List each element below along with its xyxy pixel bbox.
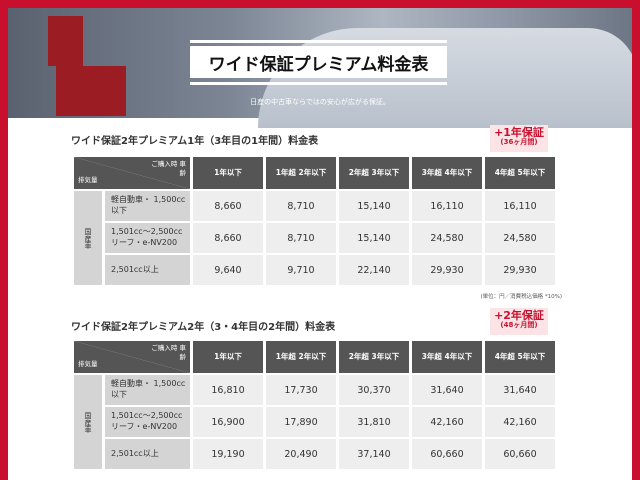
column-header: 4年超 5年以下 [485, 341, 555, 373]
badge-label: +1年保証 [494, 126, 544, 139]
badge-label: +2年保証 [494, 309, 544, 322]
corner-top: ご購入時 車齢 [151, 160, 186, 178]
toolbox-image [56, 66, 126, 116]
table-1-title: ワイド保証2年プレミアム1年（3年目の1年間）料金表 [71, 136, 319, 147]
row-category: 2,501cc以上 [105, 255, 190, 285]
price-cell: 8,710 [266, 191, 336, 221]
table-2-title: ワイド保証2年プレミアム2年（3・4年目の2年間）料金表 [71, 322, 336, 333]
table-row: 国産車 軽自動車・ 1,500cc以下 8,660 8,710 15,140 16,110… [74, 191, 555, 285]
price-cell: 20,490 [266, 439, 336, 469]
corner-top: ご購入時 車齢 [151, 344, 186, 362]
column-header: 4年超 5年以下 [485, 157, 555, 189]
header-row: ご購入時 車齢 排気量 1年以下 1年超 2年以下 2年超 3年以下 3年超 4年以下 4年… [74, 157, 555, 189]
page-title: ワイド保証プレミアム料金表 [190, 46, 447, 78]
group-label: 国産車 [74, 191, 102, 285]
price-cell: 16,900 [193, 407, 263, 437]
price-cell: 17,730 [266, 375, 336, 405]
price-cell: 29,930 [412, 255, 482, 285]
price-cell: 16,110 [485, 191, 555, 221]
price-cell: 16,810 [193, 375, 263, 405]
price-cell: 30,370 [339, 375, 409, 405]
price-cell: 60,660 [412, 439, 482, 469]
corner-bottom: 排気量 [78, 359, 98, 368]
price-cell: 42,160 [412, 407, 482, 437]
corner-bottom: 排気量 [78, 175, 98, 184]
price-cell: 24,580 [485, 223, 555, 253]
column-header: 1年以下 [193, 157, 263, 189]
hero-banner: ワイド保証プレミアム料金表 日産の中古車ならではの安心が広がる保証。 [8, 8, 632, 128]
column-header: 2年超 3年以下 [339, 341, 409, 373]
price-cell: 8,710 [266, 223, 336, 253]
warranty-badge: +1年保証 (36ヶ月間) [490, 125, 548, 152]
page: ワイド保証プレミアム料金表 日産の中古車ならではの安心が広がる保証。 ワイド保証… [8, 8, 632, 480]
price-cell: 16,110 [412, 191, 482, 221]
toolbox-image [48, 16, 83, 66]
divider [190, 40, 447, 43]
column-header: 3年超 4年以下 [412, 341, 482, 373]
price-cell: 31,810 [339, 407, 409, 437]
group-label: 国産車 [74, 375, 102, 469]
unit-note: (単位：円／消費税込価格 *10%) [480, 294, 562, 300]
corner-header: ご購入時 車齢排気量 [74, 341, 190, 373]
column-header: 1年超 2年以下 [266, 341, 336, 373]
price-cell: 8,660 [193, 191, 263, 221]
divider [190, 82, 447, 85]
banner-subtitle: 日産の中古車ならではの安心が広がる保証。 [250, 98, 390, 106]
price-cell: 9,710 [266, 255, 336, 285]
row-category: 軽自動車・ 1,500cc以下 [105, 191, 190, 221]
badge-sub: (48ヶ月間) [500, 321, 538, 330]
car-image [258, 28, 632, 128]
warranty-badge: +2年保証 (48ヶ月間) [490, 308, 548, 335]
table-row: 1,501cc〜2,500cc リーフ・e-NV200 8,660 8,710 15,… [74, 223, 555, 253]
corner-header: ご購入時 車齢排気量 [74, 157, 190, 189]
price-cell: 31,640 [412, 375, 482, 405]
price-table-1: ご購入時 車齢 排気量 1年以下 1年超 2年以下 2年超 3年以下 3年超 4年以下 4年… [71, 155, 558, 287]
header-row: ご購入時 車齢 排気量 1年以下 1年超 2年以下 2年超 3年以下 3年超 4年以下 4年… [74, 341, 555, 373]
price-cell: 22,140 [339, 255, 409, 285]
price-cell: 60,660 [485, 439, 555, 469]
table-row: 2,501cc以上 19,190 20,490 37,140 60,660 60,660 [74, 439, 555, 469]
price-cell: 24,580 [412, 223, 482, 253]
price-cell: 19,190 [193, 439, 263, 469]
price-cell: 17,890 [266, 407, 336, 437]
row-category: 1,501cc〜2,500cc リーフ・e-NV200 [105, 223, 190, 253]
price-cell: 15,140 [339, 191, 409, 221]
badge-sub: (36ヶ月間) [500, 138, 538, 147]
column-header: 2年超 3年以下 [339, 157, 409, 189]
price-cell: 37,140 [339, 439, 409, 469]
row-category: 2,501cc以上 [105, 439, 190, 469]
table-row: 1,501cc〜2,500cc リーフ・e-NV200 16,900 17,890 3… [74, 407, 555, 437]
price-table-2: ご購入時 車齢 排気量 1年以下 1年超 2年以下 2年超 3年以下 3年超 4年以下 4年… [71, 339, 558, 471]
price-cell: 29,930 [485, 255, 555, 285]
column-header: 1年以下 [193, 341, 263, 373]
price-cell: 8,660 [193, 223, 263, 253]
table-row: 国産車 軽自動車・ 1,500cc以下 16,810 17,730 30,370 31,6… [74, 375, 555, 469]
price-cell: 9,640 [193, 255, 263, 285]
row-category: 1,501cc〜2,500cc リーフ・e-NV200 [105, 407, 190, 437]
price-cell: 15,140 [339, 223, 409, 253]
column-header: 3年超 4年以下 [412, 157, 482, 189]
row-category: 軽自動車・ 1,500cc以下 [105, 375, 190, 405]
table-row: 2,501cc以上 9,640 9,710 22,140 29,930 29,930 [74, 255, 555, 285]
column-header: 1年超 2年以下 [266, 157, 336, 189]
price-cell: 31,640 [485, 375, 555, 405]
price-cell: 42,160 [485, 407, 555, 437]
